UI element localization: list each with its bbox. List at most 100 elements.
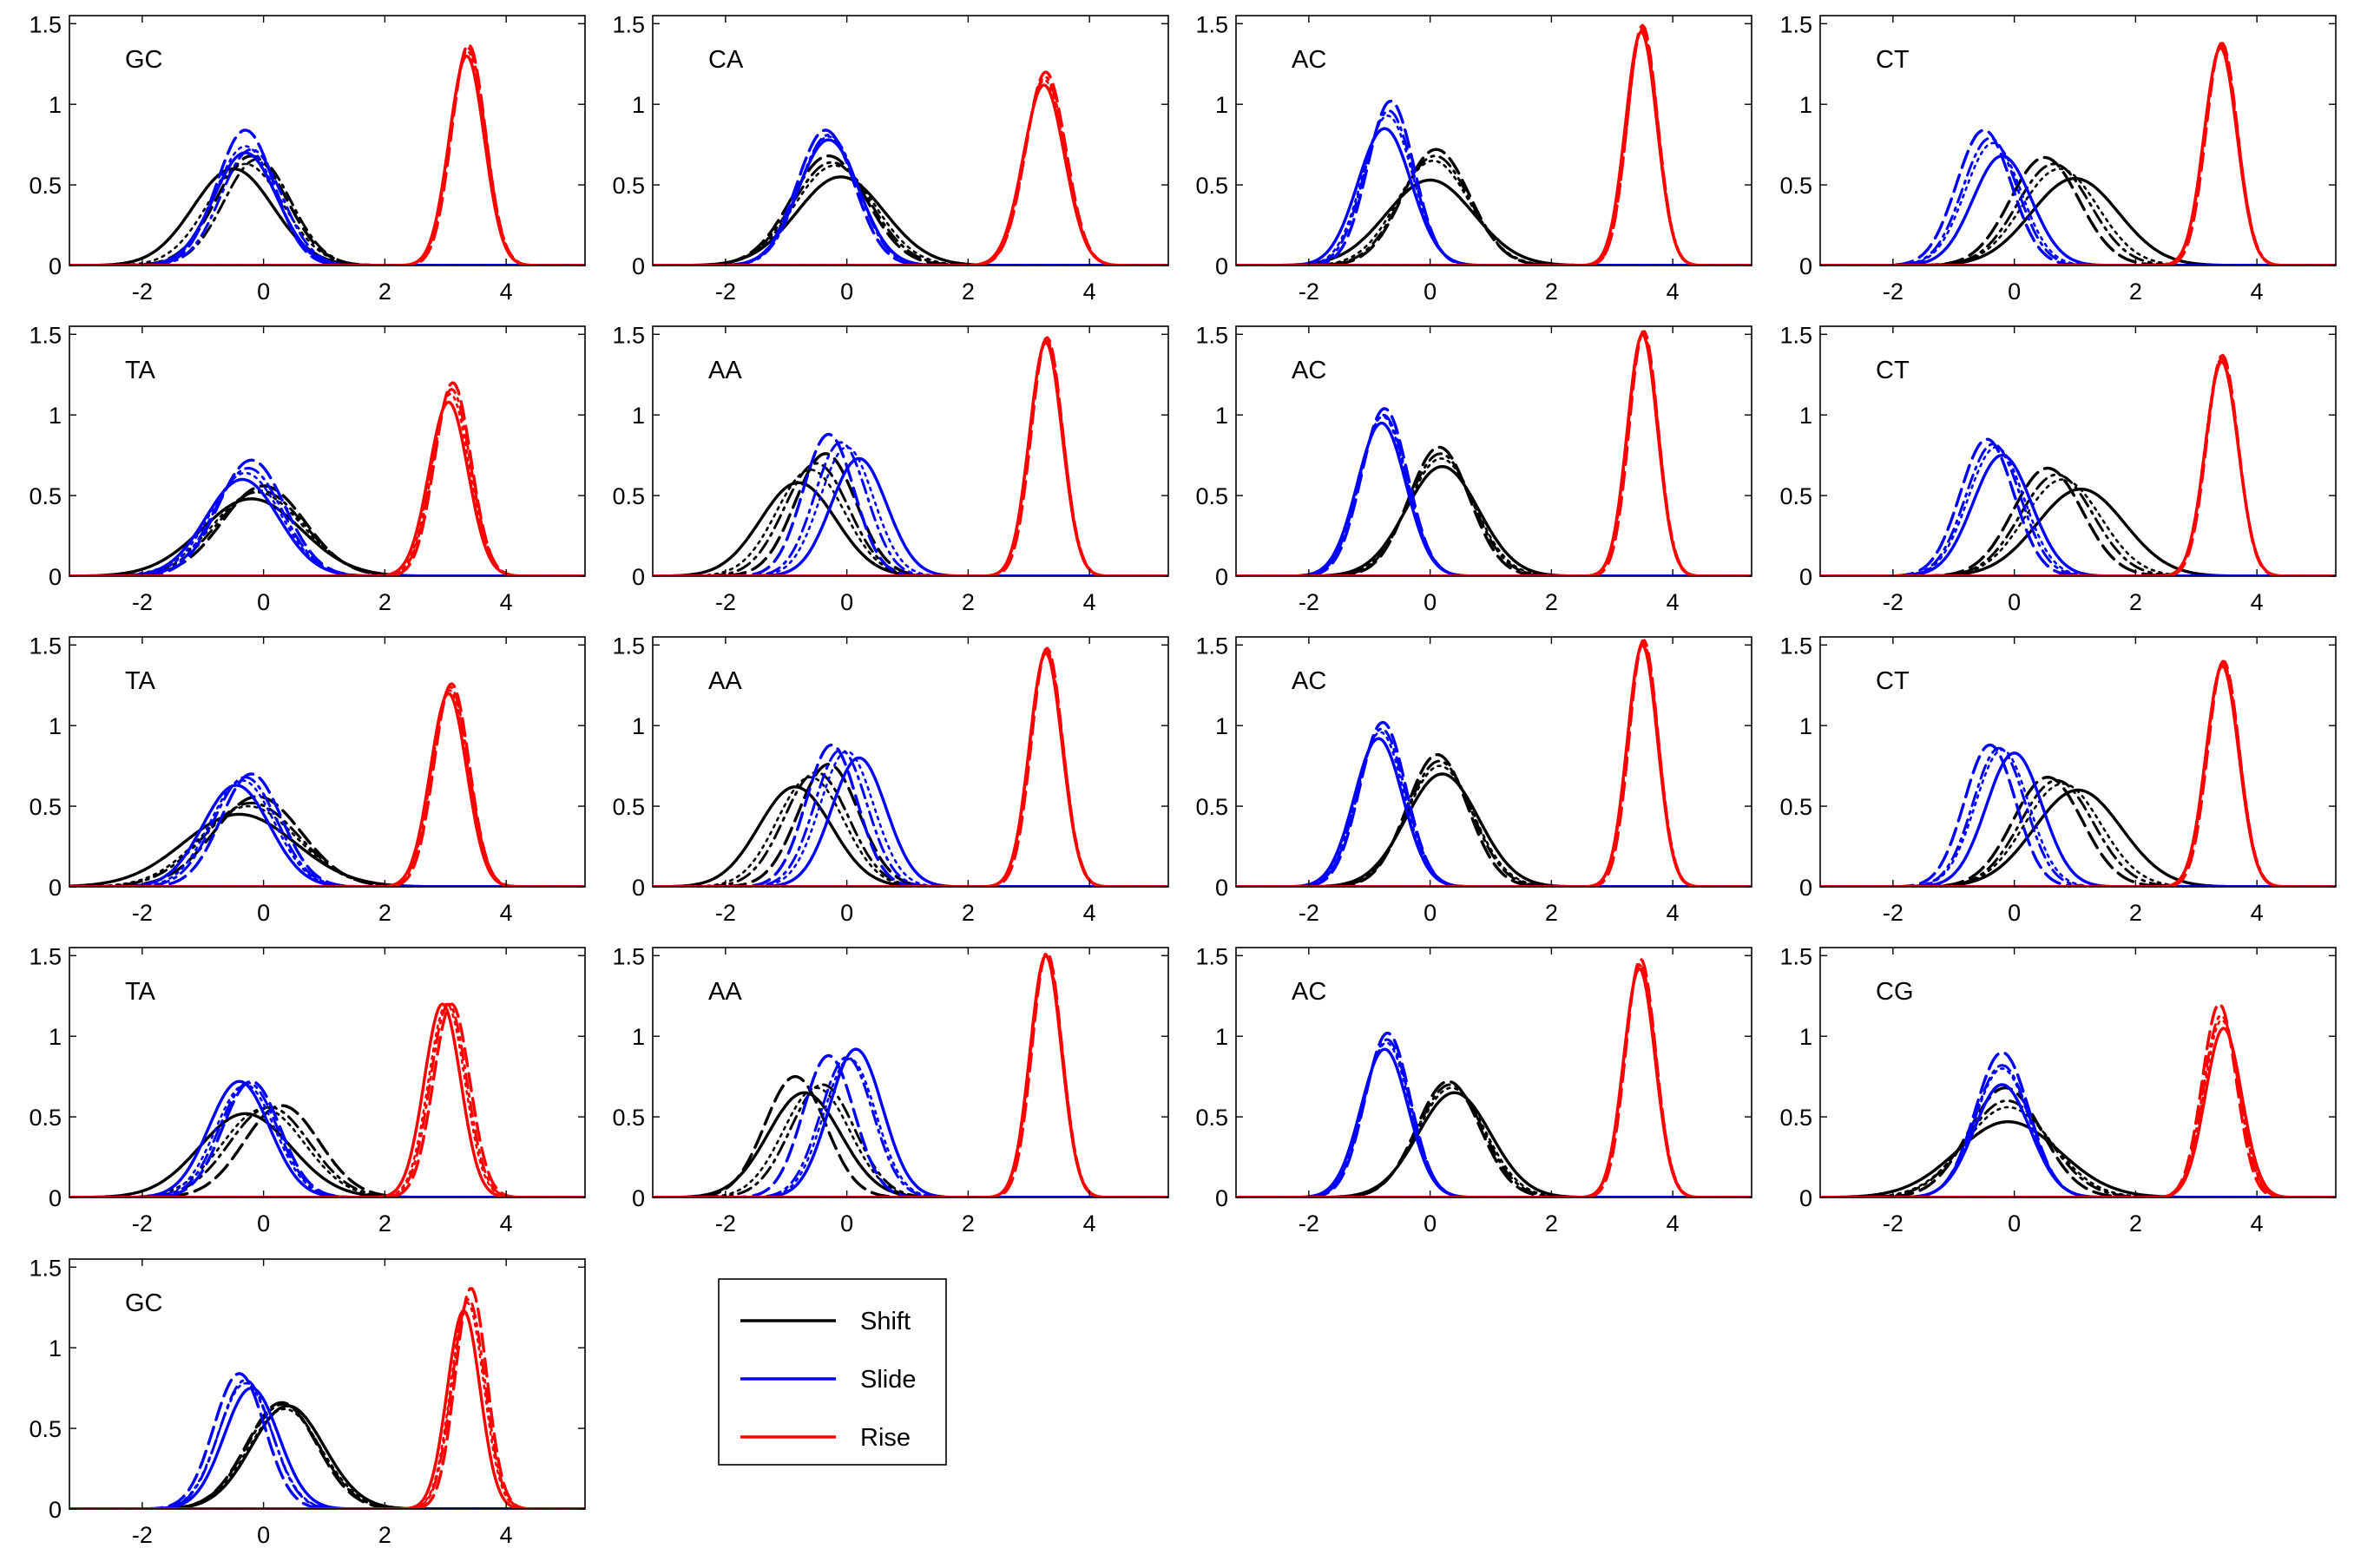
x-tick-label: 0 (840, 279, 853, 305)
slide-curve-solid (653, 138, 1168, 266)
panel-label: AA (708, 978, 742, 1006)
y-tick-label: 1.5 (1779, 633, 1812, 659)
rise-curve-dashed (1820, 1002, 2336, 1197)
x-tick-label: 0 (840, 900, 853, 926)
rise-curve-solid (69, 1002, 585, 1197)
x-tick-label: 2 (378, 589, 391, 615)
y-tick-label: 0 (1215, 1185, 1228, 1211)
legend-label-slide: Slide (860, 1366, 917, 1394)
x-tick-label: 4 (1083, 1210, 1096, 1237)
shift-curve-dash-dot (1236, 452, 1752, 576)
y-tick-label: 0 (49, 875, 62, 901)
shift-curve-dashed (1820, 1086, 2336, 1197)
legend-box (718, 1278, 947, 1466)
rise-curve-dotted (653, 79, 1168, 266)
y-tick-label: 0 (632, 1185, 645, 1211)
slide-curve-solid (1236, 421, 1752, 576)
panel-7: -2 0 2 4 0 0.5 1 1.5 AC (1195, 322, 1752, 615)
rise-curve-dotted (1820, 45, 2336, 266)
slide-curve-dotted (653, 135, 1168, 266)
curves (1820, 1002, 2336, 1197)
shift-curve-dashed (1820, 155, 2336, 266)
panel-label: CT (1876, 667, 1910, 695)
legend-label-shift: Shift (860, 1308, 911, 1335)
shift-curve-dashed (1820, 466, 2336, 576)
slide-curve-solid (653, 1047, 1168, 1197)
x-tick-label: -2 (132, 900, 153, 926)
rise-curve-dash-dot (653, 953, 1168, 1197)
y-tick-label: 0.5 (1195, 483, 1228, 509)
slide-curve-dashed (653, 1053, 1168, 1197)
y-tick-label: 1.5 (1779, 322, 1812, 348)
y-tick-label: 0.5 (1195, 173, 1228, 199)
y-tick-label: 1 (1799, 713, 1812, 739)
shift-curve-dotted (1236, 457, 1752, 576)
rise-curve-dotted (69, 1002, 585, 1197)
y-tick-label: 1 (1799, 1024, 1812, 1050)
rise-curve-dash-dot (1820, 1014, 2336, 1197)
x-tick-label: 4 (2251, 279, 2264, 305)
x-tick-label: 4 (1667, 589, 1680, 615)
legend: Shift Slide Rise (718, 1278, 947, 1466)
x-tick-label: 0 (257, 900, 270, 926)
y-tick-label: 0.5 (612, 483, 645, 509)
panel-10: -2 0 2 4 0 0.5 1 1.5 AA (612, 633, 1169, 926)
x-tick-label: -2 (1299, 900, 1319, 926)
rise-curve-dashed (69, 1287, 585, 1509)
shift-curve-dash-dot (1820, 778, 2336, 887)
x-tick-label: -2 (715, 279, 736, 305)
y-tick-label: 1.5 (1195, 943, 1228, 969)
slide-curve-dashed (69, 458, 585, 576)
x-tick-label: 0 (257, 279, 270, 305)
y-tick-label: 1 (1215, 92, 1228, 118)
axes-box (1819, 325, 2337, 577)
y-tick-label: 1 (632, 403, 645, 429)
x-tick-label: -2 (1883, 279, 1904, 305)
shift-curve-dashed (69, 795, 585, 887)
panel-16: -2 0 2 4 0 0.5 1 1.5 CG (1779, 943, 2337, 1237)
y-tick-label: 1 (632, 1024, 645, 1050)
shift-curve-dash-dot (653, 161, 1168, 266)
shift-curve-dash-dot (1236, 759, 1752, 887)
x-tick-label: 0 (2008, 1210, 2021, 1237)
x-tick-label: 2 (962, 1210, 975, 1237)
y-tick-label: 1 (1215, 403, 1228, 429)
shift-curve-dash-dot (653, 771, 1168, 887)
y-tick-label: 0.5 (29, 1105, 62, 1131)
x-tick-label: 2 (1545, 279, 1558, 305)
shift-curve-dotted (653, 776, 1168, 887)
panel-label: CA (708, 46, 744, 74)
x-tick-label: 4 (500, 1522, 513, 1548)
shift-curve-solid (1236, 772, 1752, 887)
rise-curve-solid (1820, 1027, 2336, 1197)
panel-label: TA (125, 978, 156, 1006)
rise-curve-dashed (1820, 353, 2336, 576)
rise-curve-dash-dot (653, 648, 1168, 887)
x-tick-label: 2 (378, 900, 391, 926)
shift-curve-dashed (1236, 445, 1752, 576)
rise-curve-dash-dot (653, 75, 1168, 266)
slide-curve-dotted (653, 1058, 1168, 1197)
rise-curve-solid (1820, 46, 2336, 266)
panel-5: -2 0 2 4 0 0.5 1 1.5 TA (29, 322, 586, 615)
axes-box (69, 947, 586, 1198)
rise-curve-dashed (1820, 42, 2336, 266)
y-tick-label: 0.5 (612, 173, 645, 199)
x-tick-label: 4 (1667, 1210, 1680, 1237)
panel-label: AA (708, 667, 742, 695)
x-tick-label: 2 (962, 900, 975, 926)
curves (1820, 353, 2336, 576)
x-tick-label: -2 (715, 1210, 736, 1237)
y-tick-label: 0 (1799, 875, 1812, 901)
shift-curve-dotted (1820, 782, 2336, 887)
x-tick-label: 2 (1545, 589, 1558, 615)
y-tick-label: 1.5 (1195, 11, 1228, 37)
x-tick-label: 2 (2129, 1210, 2142, 1237)
x-tick-label: 0 (840, 589, 853, 615)
y-tick-label: 1.5 (612, 943, 645, 969)
y-tick-label: 0.5 (1195, 794, 1228, 820)
shift-curve-dash-dot (69, 801, 585, 887)
shift-curve-solid (69, 1112, 585, 1197)
y-tick-label: 1 (49, 403, 62, 429)
